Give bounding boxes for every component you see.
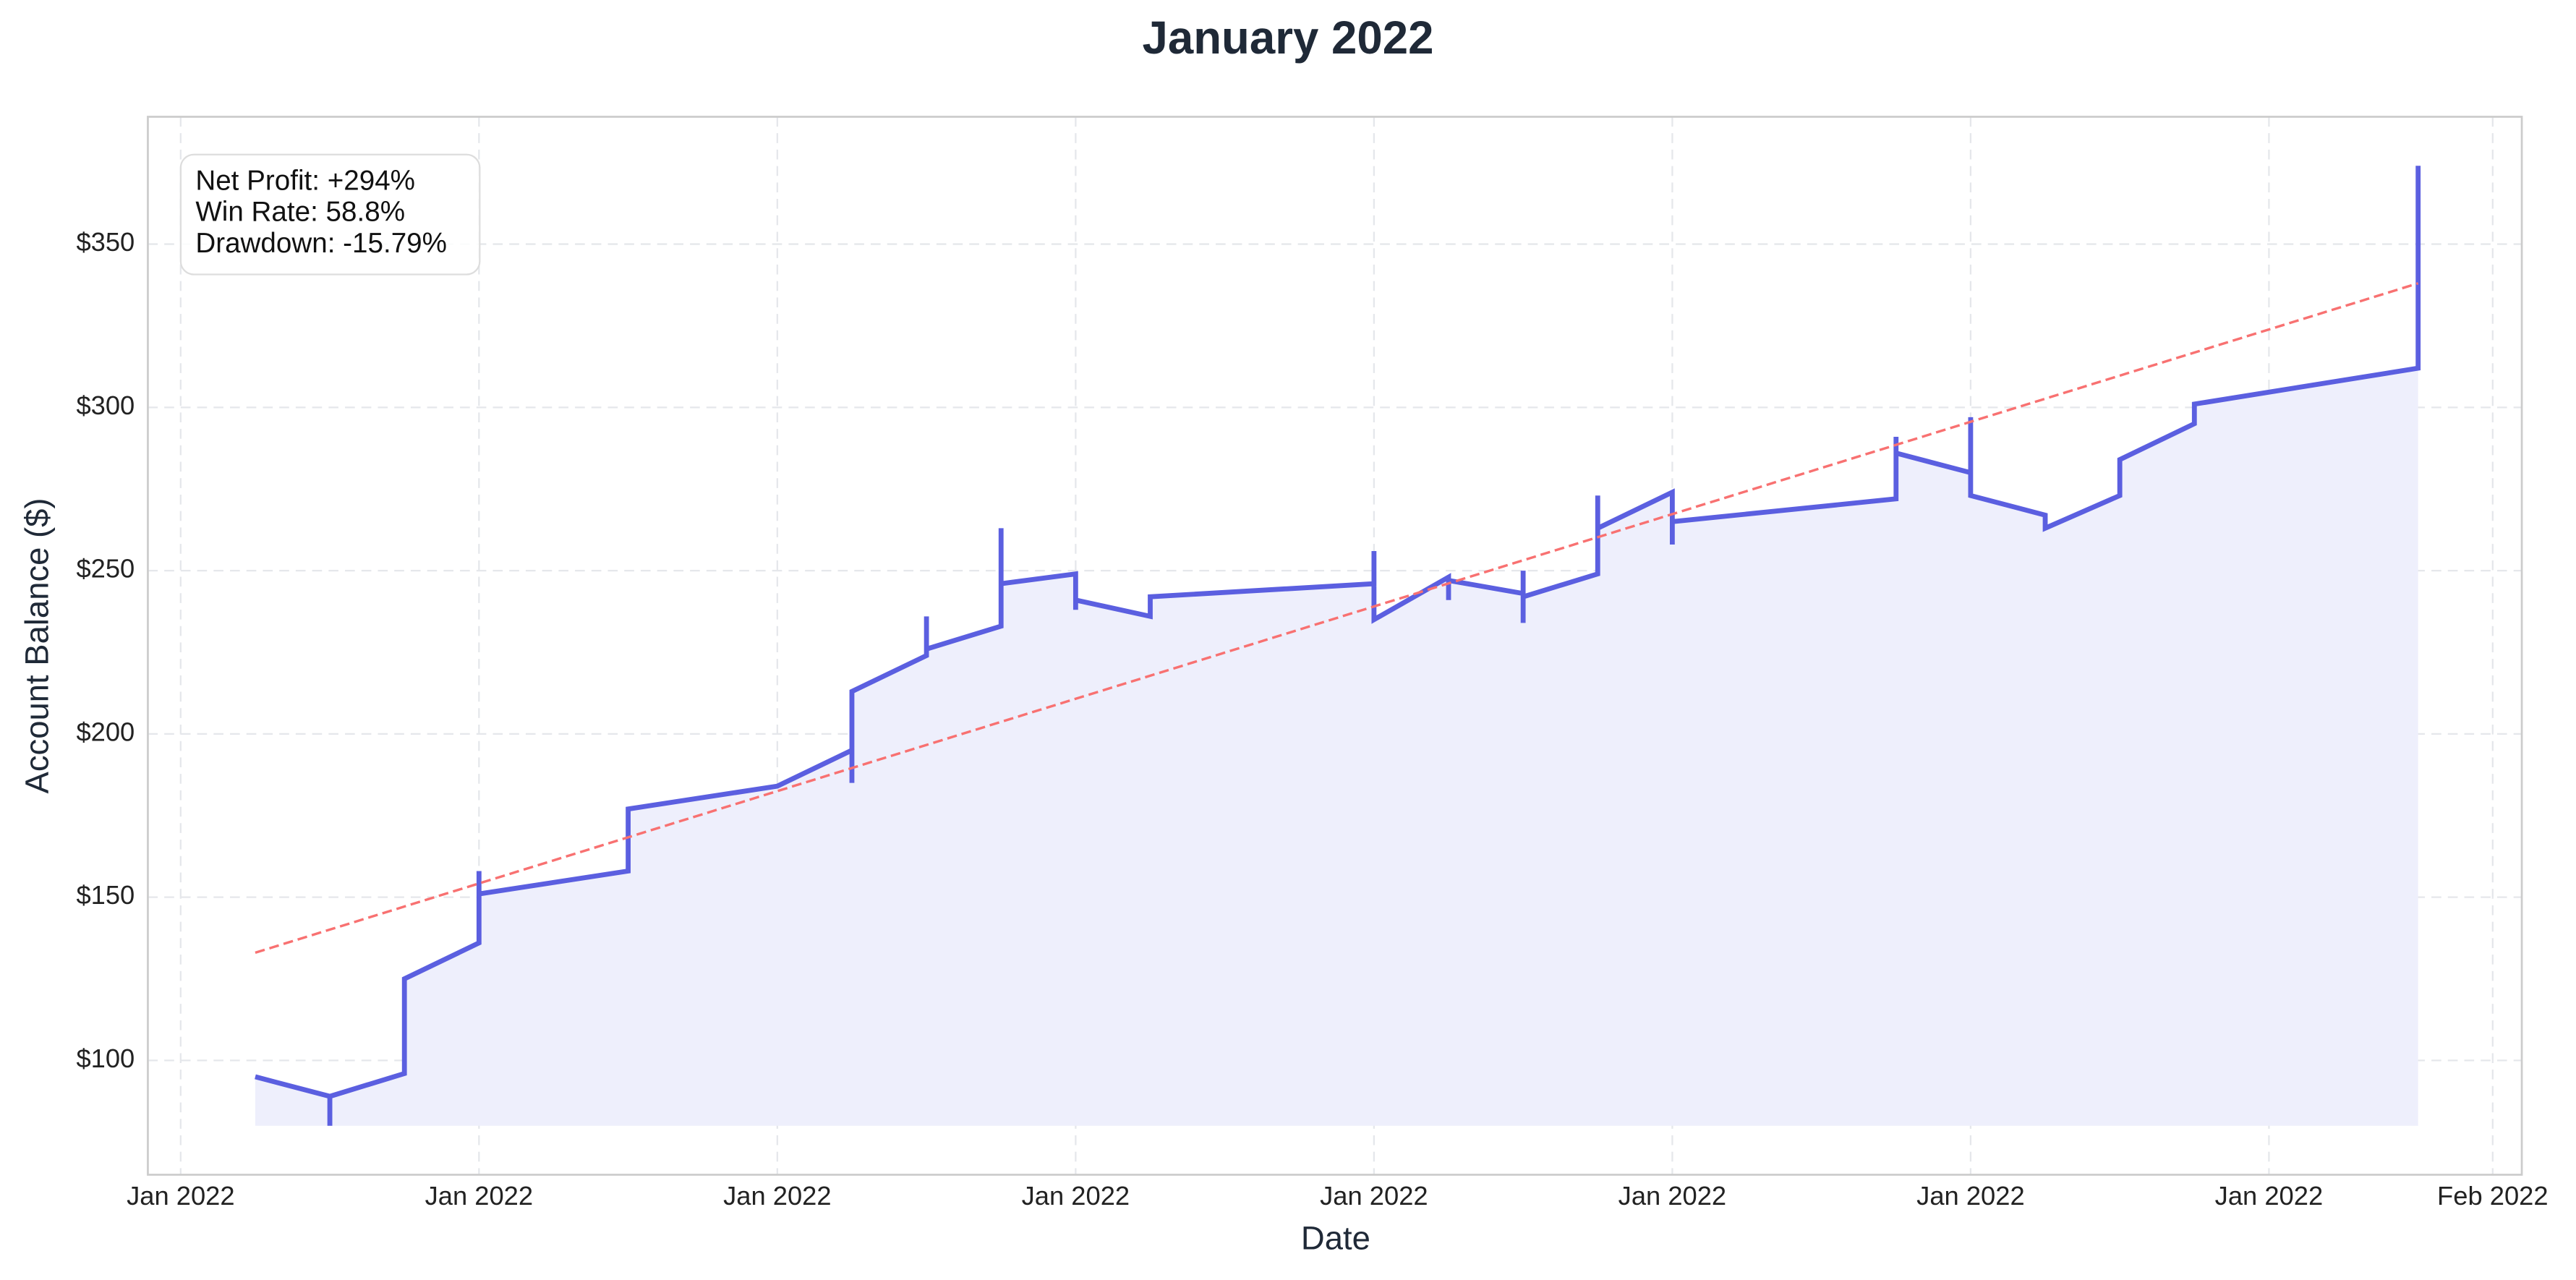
x-tick-label: Jan 2022: [723, 1181, 831, 1211]
y-tick-label: $150: [76, 880, 135, 910]
y-tick-label: $100: [76, 1044, 135, 1073]
annotation-text: Net Profit: +294%: [195, 166, 415, 197]
area: [255, 166, 2418, 1126]
x-axis-label: Date: [1301, 1219, 1370, 1256]
y-tick-label: $250: [76, 554, 135, 584]
x-tick-label: Jan 2022: [1618, 1181, 1726, 1211]
x-tick-label: Jan 2022: [425, 1181, 533, 1211]
x-tick-label: Jan 2022: [2215, 1181, 2323, 1211]
x-tick-label: Jan 2022: [1022, 1181, 1130, 1211]
annotation-box: [179, 153, 481, 276]
chart-title: January 2022: [1142, 12, 1433, 64]
x-tick-label: Feb 2022: [2437, 1181, 2549, 1211]
x-tick-label: Jan 2022: [127, 1181, 234, 1211]
x-tick-label: Jan 2022: [1916, 1181, 2024, 1211]
y-tick-label: $350: [76, 227, 135, 257]
y-tick-label: $200: [76, 717, 135, 746]
x-tick-label: Jan 2022: [1320, 1181, 1428, 1211]
y-tick-label: $300: [76, 391, 135, 420]
trend-line: [255, 282, 2419, 955]
annotation-text: Drawdown: -15.79%: [195, 228, 447, 259]
line: [255, 166, 2421, 1126]
plot-frame: [147, 116, 2523, 1176]
y-axis-label: Account Balance ($): [19, 498, 56, 793]
annotation-text: Win Rate: 58.8%: [195, 197, 405, 228]
